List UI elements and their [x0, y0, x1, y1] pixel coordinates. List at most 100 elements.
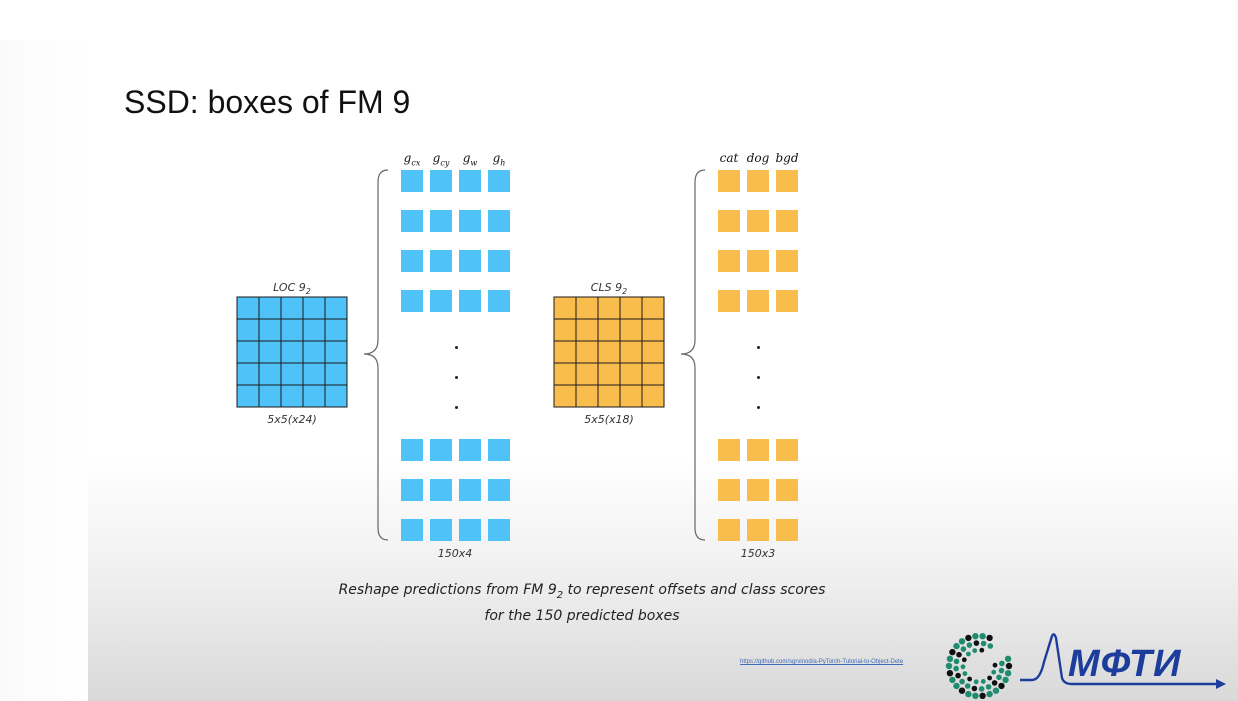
logo-ring-dot	[949, 648, 956, 656]
logo-ring-dot	[972, 648, 978, 653]
cls-output-cell	[718, 210, 740, 232]
cls-grid-cell	[619, 340, 643, 364]
loc-column-header: gw	[463, 151, 478, 167]
loc-output-cell	[430, 479, 452, 501]
logo-ring-dot	[980, 679, 986, 684]
logo-ring-dot	[980, 640, 987, 647]
cls-column-header-main: cat	[719, 151, 739, 165]
cls-output-cell	[747, 290, 769, 312]
loc-output-cell	[459, 519, 481, 541]
logo-ring-dot	[965, 634, 972, 642]
cls-output-cell	[776, 290, 798, 312]
cls-output-cell	[718, 250, 740, 272]
loc-grid-cell	[236, 296, 260, 320]
cls-grid-cell	[619, 362, 643, 386]
loc-output-cell	[459, 479, 481, 501]
loc-output-cell	[430, 250, 452, 272]
cls-ellipsis-dot	[757, 376, 760, 379]
cls-output-cell	[747, 250, 769, 272]
loc-grid-cell	[258, 318, 282, 342]
cls-grid-label: CLS 92	[591, 281, 627, 296]
loc-output-cell	[430, 210, 452, 232]
logo-ring-dot	[979, 692, 986, 699]
source-link[interactable]: https://github.com/sgrvinod/a-PyTorch-Tu…	[740, 659, 904, 665]
loc-label-main: LOC 9	[273, 281, 306, 294]
loc-grid-cell	[324, 384, 348, 408]
logo-ring-dot	[959, 678, 965, 685]
loc-output-cell	[488, 250, 510, 272]
logo-ring-dot	[960, 646, 967, 652]
cls-grid-cell	[641, 318, 665, 342]
loc-grid-cell	[280, 362, 304, 386]
cls-grid-cell	[641, 384, 665, 408]
cls-output-cell	[776, 519, 798, 541]
cls-grid-dims: 5x5(x18)	[584, 413, 634, 426]
loc-output-cell	[488, 290, 510, 312]
cls-grid-cell	[575, 296, 599, 320]
logo-ring-dot	[949, 676, 956, 684]
loc-grid-cell	[236, 384, 260, 408]
logo-ring-dot	[986, 690, 993, 698]
loc-output-cell	[459, 210, 481, 232]
logo-ring-dot	[965, 690, 972, 698]
loc-output-cell	[488, 210, 510, 232]
cls-output-cell	[718, 439, 740, 461]
loc-output-cell	[401, 290, 423, 312]
loc-output-dims: 150x4	[437, 547, 473, 560]
loc-brace	[363, 169, 389, 541]
logo-ring-dot	[967, 676, 972, 682]
loc-output-cell	[430, 519, 452, 541]
loc-feature-map-grid	[236, 296, 348, 408]
logo-ring-dot	[966, 651, 971, 657]
logo-ring-dot	[960, 664, 966, 670]
loc-grid-cell	[302, 362, 326, 386]
loc-grid-cell	[324, 318, 348, 342]
cls-grid-cell	[553, 296, 577, 320]
cls-output-cell	[747, 479, 769, 501]
cls-output-cell	[776, 210, 798, 232]
logo-ring-dot	[979, 633, 986, 640]
cls-grid-cell	[597, 340, 621, 364]
logo-ring-dot	[945, 662, 953, 670]
cls-label-sub: 2	[622, 287, 628, 297]
logo-ring-dot	[979, 647, 985, 653]
logo-ring-dot	[973, 679, 979, 685]
logo-ring-dot	[992, 662, 998, 668]
logo-ring-dot	[946, 670, 954, 677]
loc-ellipsis-dot	[454, 406, 458, 409]
footer-line-1: Reshape predictions from FM 92 to repres…	[339, 580, 826, 606]
logo-ring-dot	[966, 642, 973, 648]
cls-grid-cell	[619, 384, 643, 408]
mipt-logo-ring-icon	[945, 633, 1013, 699]
cls-grid-cell	[575, 384, 599, 408]
loc-output-cell	[430, 439, 452, 461]
logo-ring-dot	[992, 687, 1000, 694]
cls-output-cell	[747, 170, 769, 192]
loc-output-cell	[430, 290, 452, 312]
cls-column-header: cat	[720, 151, 739, 165]
loc-ellipsis-dot	[454, 346, 458, 349]
logo-ring-dot	[964, 683, 971, 689]
cls-grid-cell	[553, 384, 577, 408]
loc-column-header-sub: cy	[440, 158, 450, 168]
loc-grid-cell	[324, 296, 348, 320]
loc-grid-cell	[280, 296, 304, 320]
loc-grid-cell	[258, 362, 282, 386]
logo-ring-dot	[973, 640, 980, 646]
cls-feature-map-grid	[553, 296, 665, 408]
loc-grid-cell	[302, 340, 326, 364]
cls-output-cell	[718, 519, 740, 541]
logo-ring-dot	[999, 660, 1005, 667]
loc-output-cell	[401, 519, 423, 541]
footer-line-1-pre: Reshape predictions from FM 9	[338, 582, 557, 598]
cls-output-cell	[776, 439, 798, 461]
loc-grid-cell	[280, 318, 304, 342]
cls-grid-cell	[597, 362, 621, 386]
logo-ring-dot	[991, 669, 997, 675]
logo-ring-dot	[996, 674, 1002, 681]
cls-grid-cell	[553, 318, 577, 342]
loc-grid-cell	[280, 340, 304, 364]
logo-ring-dot	[1004, 670, 1012, 677]
loc-output-cell	[488, 170, 510, 192]
loc-grid-cell	[258, 340, 282, 364]
